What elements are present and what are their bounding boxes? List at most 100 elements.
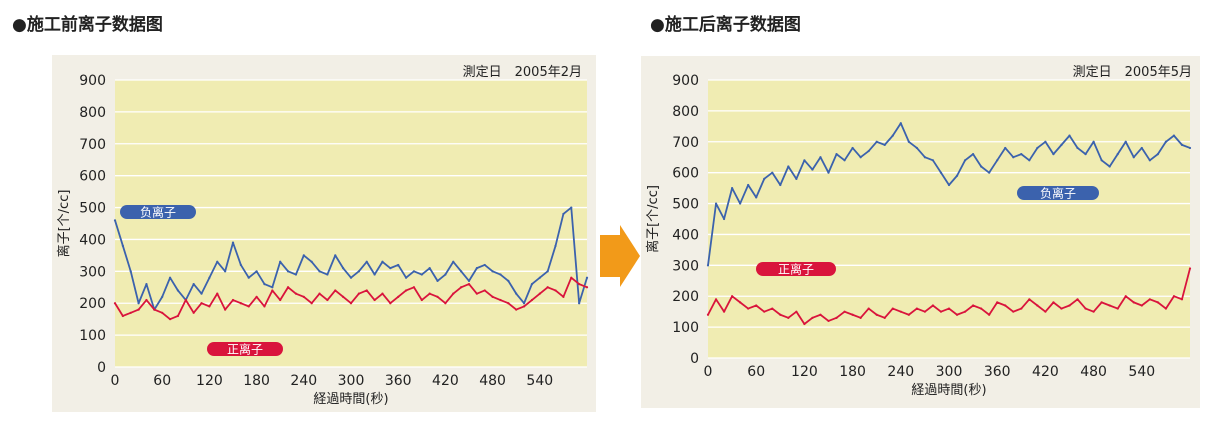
positive-ion-point [883,316,886,319]
positive-ion-point [931,304,935,307]
positive-ion-point [428,292,431,295]
x-tick-label: 60 [153,373,171,389]
x-tick-label: 540 [1128,364,1155,380]
positive-ion-point [907,313,910,316]
negative-ion-point [1116,153,1119,156]
positive-ion-point [875,313,878,316]
negative-ion-point [1148,159,1151,162]
negative-ion-point [499,273,502,276]
positive-ion-point [357,292,360,295]
positive-ion-point [420,298,423,302]
arrow-right-icon [600,225,640,287]
positive-ion-point [515,308,518,311]
negative-ion-point [570,206,573,209]
positive-ion-point [263,305,266,308]
negative-ion-point [827,171,830,174]
positive-ion-point [271,289,274,292]
negative-ion-point [286,270,290,273]
positive-ion-point [1140,304,1143,307]
positive-ion-point [851,313,854,316]
positive-ion-point [208,305,211,308]
negative-ion-point [530,282,534,286]
positive-ion-point [294,292,298,295]
negative-ion-point [795,177,798,180]
negative-ion-point [397,263,400,267]
y-tick-label: 900 [672,73,699,89]
y-tick-label: 200 [79,296,106,312]
positive-ion-point [530,298,534,302]
negative-ion-point [1156,153,1159,156]
positive-ion-point [747,307,750,310]
y-tick-label: 700 [672,135,699,151]
negative-ion-point [365,260,368,263]
positive-ion-point [1004,304,1007,307]
positive-ion-point [302,295,305,298]
positive-ion-point [835,316,838,319]
heading-after: ●施工后离子数据图 [650,15,801,35]
negative-ion-point [404,276,408,279]
x-tick-label: 180 [839,364,866,380]
x-tick-label: 300 [338,373,365,389]
x-tick-label: 540 [526,373,553,389]
negative-ion-point [263,282,266,286]
negative-ion-label-pill [1017,186,1099,200]
negative-ion-point [1124,140,1127,143]
negative-ion-point [1172,134,1176,137]
x-tick-label: 360 [385,373,412,389]
negative-ion-point [412,270,416,273]
positive-ion-point [255,295,258,298]
positive-ion-point [867,307,870,310]
positive-ion-point [787,316,790,319]
positive-ion-point [176,314,180,318]
y-tick-label: 600 [79,169,106,185]
x-tick-label: 300 [936,364,963,380]
x-tick-label: 420 [1032,364,1059,380]
y-axis-label: 离子[个/cc] [645,185,661,253]
negative-ion-point [899,122,902,125]
positive-ion-point [731,295,734,298]
plot-area [708,80,1190,358]
negative-ion-point [1052,153,1055,156]
negative-ion-point [200,292,203,295]
positive-ion-point [996,301,999,304]
negative-ion-point [522,302,526,305]
negative-ion-point [1132,156,1135,159]
positive-ion-point [224,308,227,311]
negative-ion-point [239,263,242,267]
positive-ion-point [980,307,983,310]
positive-ion-point [1148,298,1151,301]
positive-ion-point [570,276,573,279]
positive-ion-point [827,319,830,323]
positive-ion-point [859,316,862,319]
y-tick-label: 0 [690,351,699,367]
negative-ion-label: 负离子 [1040,186,1076,201]
negative-ion-point [294,273,298,276]
positive-ion-point [1116,307,1119,310]
positive-ion-point [1108,304,1111,307]
negative-ion-point [731,187,734,190]
positive-ion-point [200,302,203,305]
positive-ion-point [891,307,894,310]
negative-ion-point [208,276,211,279]
positive-ion-point [988,313,991,316]
positive-ion-point [1188,267,1192,270]
negative-ion-point [1044,140,1047,143]
negative-ion-point [491,270,494,273]
positive-ion-point [286,286,290,289]
negative-ion-point [891,134,894,137]
y-tick-label: 400 [79,232,106,248]
y-axis-label: 离子[个/cc] [56,190,72,258]
positive-ion-point [389,302,392,305]
positive-ion-point [819,313,822,316]
negative-ion-point [231,241,235,244]
positive-ion-point [1036,304,1039,307]
negative-ion-point [436,279,439,282]
positive-ion-point [771,307,774,310]
positive-ion-point [113,302,117,305]
negative-ion-point [739,202,742,205]
negative-ion-point [771,171,774,174]
positive-ion-label-pill [756,262,836,276]
positive-ion-point [1172,295,1176,298]
y-tick-label: 100 [672,320,699,336]
positive-ion-point [1052,301,1055,304]
